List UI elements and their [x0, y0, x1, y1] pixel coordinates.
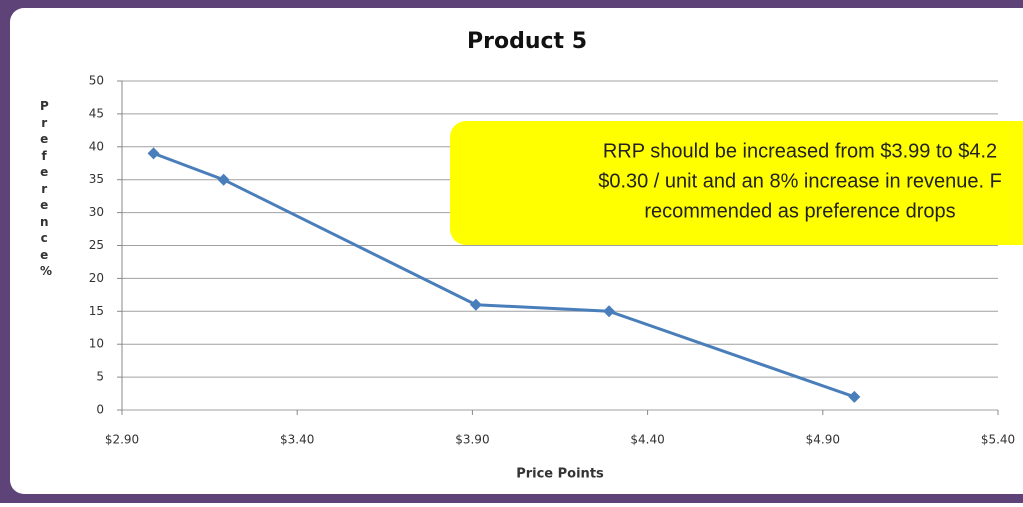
y-axis-label-box: Preference %: [40, 99, 53, 278]
x-tick-label: $3.40: [280, 433, 314, 447]
annotation-text: RRP should be increased from $3.99 to $4…: [603, 140, 997, 162]
y-tick-label: 10: [89, 337, 104, 351]
chart-title: Product 5: [467, 29, 587, 54]
x-axis-label: Price Points: [516, 467, 604, 482]
marker: [469, 298, 482, 311]
y-tick-label: 45: [89, 106, 104, 120]
y-tick-label: 50: [89, 74, 104, 88]
marker: [848, 390, 861, 403]
y-tick-label: 30: [89, 205, 104, 219]
y-tick-label: 15: [89, 304, 104, 318]
y-axis-label: Preference %: [40, 99, 53, 278]
annotation-box: [450, 121, 1023, 245]
x-tick-label: $4.40: [630, 433, 664, 447]
marker: [217, 173, 230, 186]
x-tick-label: $3.90: [455, 433, 489, 447]
annotation-text: $0.30 / unit and an 8% increase in reven…: [598, 170, 1002, 192]
y-tick-label: 20: [89, 271, 104, 285]
y-tick-label: 35: [89, 172, 104, 186]
y-tick-label: 5: [96, 370, 104, 384]
y-tick-label: 25: [89, 238, 104, 252]
x-tick-label: $4.90: [806, 433, 840, 447]
annotation-text: recommended as preference drops: [644, 200, 955, 222]
x-tick-label: $2.90: [105, 433, 139, 447]
marker: [603, 305, 616, 318]
marker: [147, 147, 160, 160]
y-tick-label: 0: [96, 403, 104, 417]
y-tick-label: 40: [89, 139, 104, 153]
x-tick-label: $5.40: [981, 433, 1015, 447]
